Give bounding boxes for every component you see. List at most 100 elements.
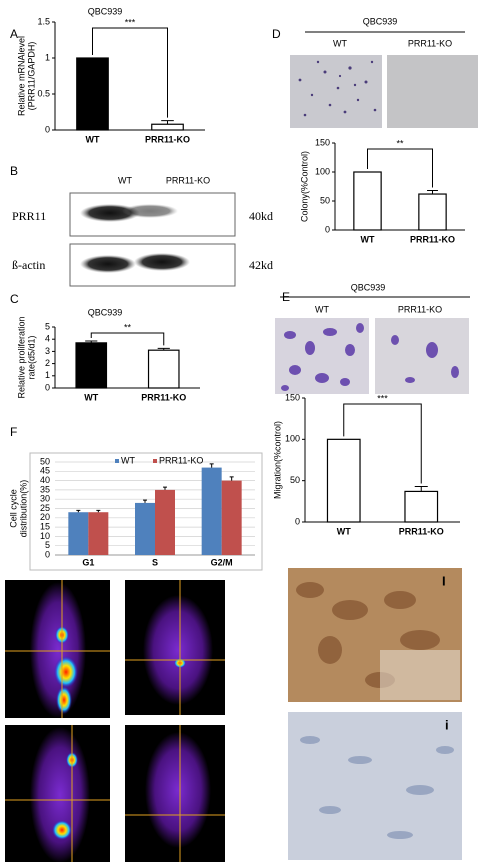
migrated-cells: [281, 323, 459, 391]
colony-dots: [298, 60, 377, 117]
y-tick-label: 0: [325, 224, 330, 234]
legend-swatch: [153, 459, 157, 463]
image-column: PRR11-KO: [398, 304, 442, 314]
bar: [68, 512, 89, 555]
y-axis-label: distribution(%): [18, 480, 28, 538]
ihc-texture: [380, 650, 460, 700]
error-bar: [209, 463, 214, 468]
error-bar: [85, 340, 98, 343]
x-tick-label: S: [152, 557, 158, 567]
blot-band: [134, 253, 190, 271]
bar: [404, 490, 439, 523]
y-tick-label: 100: [315, 166, 330, 176]
chart-title: QBC939: [88, 307, 123, 317]
significance-label: ***: [125, 17, 136, 27]
error-bar: [414, 485, 428, 492]
bar: [221, 480, 242, 555]
image-column: WT: [333, 38, 347, 48]
blot-band: [80, 255, 136, 273]
y-tick-label: 1: [45, 370, 50, 380]
panel-label: H: [10, 736, 19, 751]
significance-bracket: [90, 332, 165, 346]
bar: [151, 123, 184, 131]
error-bar: [161, 120, 174, 125]
error-bar: [163, 486, 167, 490]
error-bar: [427, 190, 438, 195]
y-tick-label: 150: [315, 137, 330, 147]
blot-size: 40kd: [249, 209, 273, 223]
image-column: PRR11-KO: [408, 38, 452, 48]
x-tick-label: WT: [337, 526, 351, 536]
image-column: WT: [315, 304, 329, 314]
y-tick-label: 150: [285, 392, 300, 402]
error-bar: [229, 476, 234, 481]
y-tick-label: 3: [45, 346, 50, 356]
y-tick-label: 45: [40, 466, 50, 476]
y-axis-label: rate(d5/d1): [26, 335, 36, 379]
blot-row: ß-actin: [12, 258, 45, 272]
x-tick-label: WT: [84, 392, 98, 402]
x-tick-label: WT: [361, 234, 375, 244]
y-tick-label: 35: [40, 484, 50, 494]
y-tick-label: 0: [295, 516, 300, 526]
y-tick-label: 0.5: [37, 88, 50, 98]
y-tick-label: 0: [45, 549, 50, 559]
panel-label: F: [10, 425, 17, 439]
y-tick-label: 50: [320, 195, 330, 205]
y-axis-label: Colony(%Control): [299, 151, 309, 222]
micrograph: [375, 318, 469, 394]
y-tick-label: 1: [45, 52, 50, 62]
image-title: QBC939: [351, 282, 386, 292]
error-bar: [76, 509, 81, 513]
y-tick-label: 1.5: [37, 16, 50, 26]
significance-bracket: [92, 27, 168, 118]
y-tick-label: 2: [45, 358, 50, 368]
significance-label: ***: [377, 393, 388, 403]
bar: [201, 467, 222, 555]
y-axis-label: Relative mRNAlevel: [16, 36, 26, 116]
y-tick-label: 0: [45, 382, 50, 392]
x-tick-label: WT: [86, 134, 100, 144]
y-tick-label: 40: [40, 475, 50, 485]
legend-swatch: [115, 459, 119, 463]
micrograph: [290, 55, 382, 128]
y-axis-label: Migration(%control): [272, 421, 282, 499]
panel-label: g: [132, 591, 140, 606]
x-tick-label: PRR11-KO: [399, 526, 444, 536]
x-tick-label: PRR11-KO: [410, 234, 455, 244]
blot-row: PRR11: [12, 209, 46, 223]
bar: [147, 349, 180, 389]
y-axis-label: (PRR11/GAPDH): [26, 42, 36, 111]
chart-title: QBC939: [88, 6, 123, 16]
bar: [88, 512, 109, 555]
panel-label: I: [442, 573, 446, 588]
x-tick-label: G1: [82, 557, 94, 567]
y-tick-label: 5: [45, 540, 50, 550]
imaging: [5, 580, 225, 862]
bar: [135, 502, 155, 555]
legend-label: WT: [121, 455, 135, 465]
y-tick-label: 50: [290, 475, 300, 485]
ihc-image: [288, 712, 462, 860]
y-tick-label: 20: [40, 512, 50, 522]
significance-bracket: [343, 403, 422, 484]
error-bar: [157, 347, 170, 351]
bar: [353, 171, 382, 231]
x-tick-label: PRR11-KO: [145, 134, 190, 144]
panel-label: i: [445, 717, 449, 732]
y-tick-label: 100: [285, 434, 300, 444]
y-tick-label: 30: [40, 494, 50, 504]
ihc-texture: [300, 736, 454, 839]
y-tick-label: 4: [45, 334, 50, 344]
image-title: QBC939: [363, 16, 398, 26]
legend-label: PRR11-KO: [159, 455, 203, 465]
chart-frame: [29, 452, 263, 571]
bar: [155, 489, 175, 555]
panel-label: B: [10, 164, 18, 178]
panel-label: D: [272, 27, 281, 41]
bar: [75, 342, 108, 389]
error-bar: [96, 509, 101, 513]
y-tick-label: 25: [40, 503, 50, 513]
